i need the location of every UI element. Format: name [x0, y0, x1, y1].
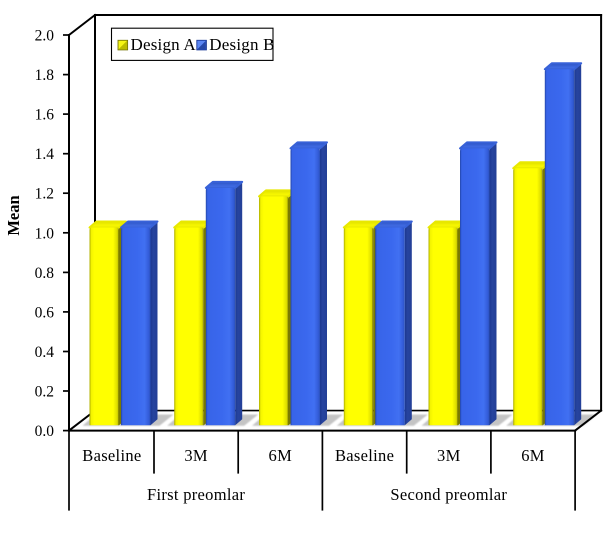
svg-text:0.6: 0.6 [35, 304, 55, 321]
svg-text:3M: 3M [184, 446, 208, 465]
svg-text:1.8: 1.8 [35, 67, 55, 84]
svg-text:1.4: 1.4 [35, 146, 55, 163]
svg-text:0.4: 0.4 [35, 344, 55, 361]
svg-text:Second preomlar: Second preomlar [390, 485, 507, 504]
svg-text:1.2: 1.2 [35, 186, 54, 203]
svg-text:0.8: 0.8 [35, 265, 55, 282]
svg-text:Design B: Design B [209, 35, 274, 54]
svg-text:1.0: 1.0 [35, 225, 55, 242]
svg-text:6M: 6M [269, 446, 293, 465]
svg-text:Design A: Design A [131, 35, 197, 54]
svg-text:Baseline: Baseline [82, 446, 141, 465]
svg-text:First preomlar: First preomlar [147, 485, 245, 504]
svg-text:Baseline: Baseline [335, 446, 394, 465]
svg-text:Mean: Mean [4, 195, 23, 235]
svg-text:6M: 6M [521, 446, 545, 465]
svg-text:1.6: 1.6 [35, 107, 55, 124]
svg-text:0.2: 0.2 [35, 384, 54, 401]
svg-text:2.0: 2.0 [35, 28, 55, 45]
svg-text:3M: 3M [437, 446, 461, 465]
svg-text:0.0: 0.0 [35, 423, 55, 440]
